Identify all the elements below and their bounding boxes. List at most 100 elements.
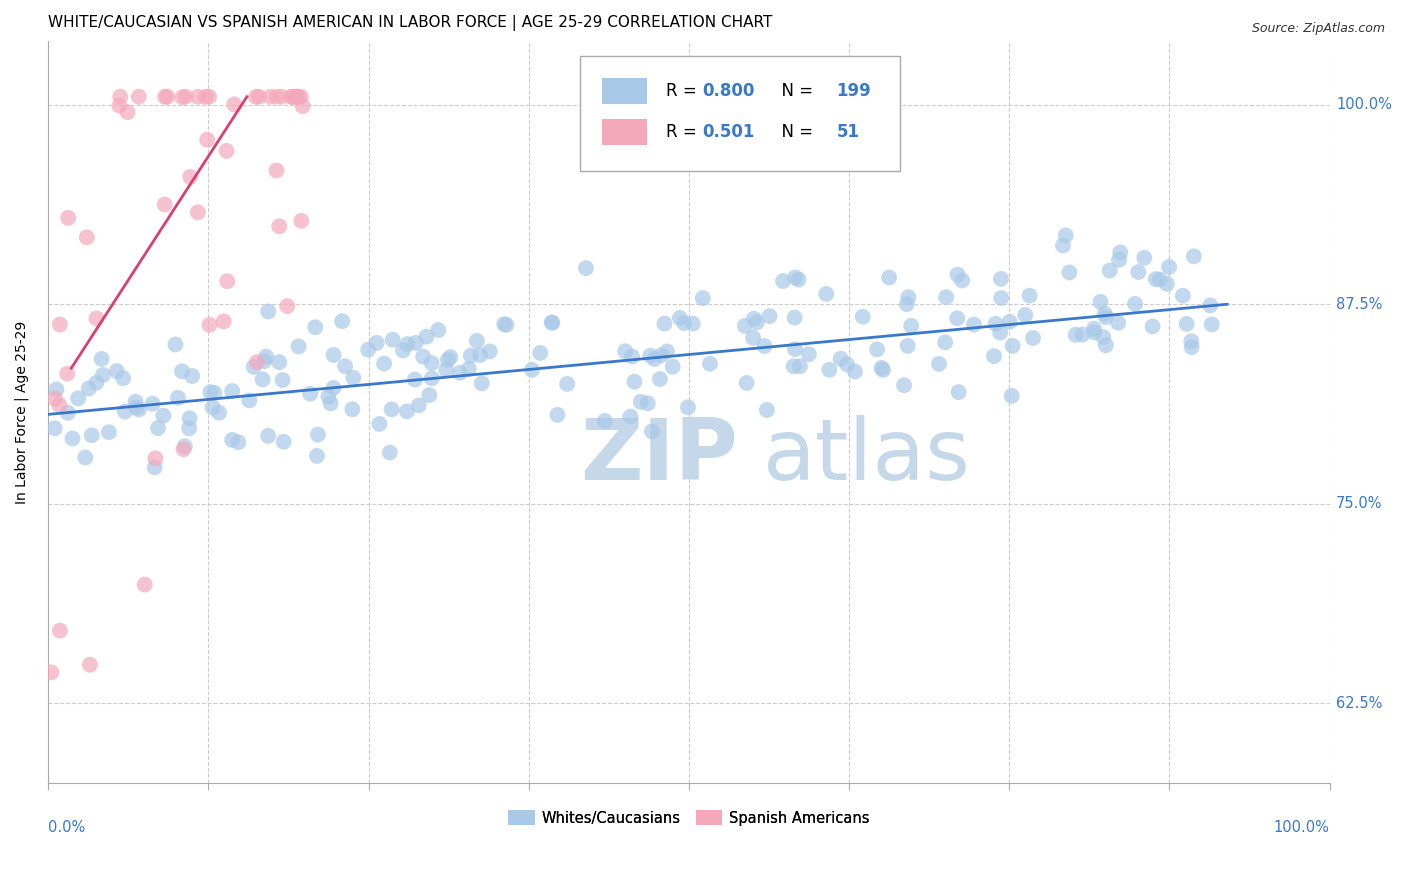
Point [290, 214, 312, 228]
Point [195, 133, 218, 147]
Point [179, 411, 201, 425]
Point [366, 335, 388, 350]
Point [125, 401, 148, 415]
Point [742, 331, 765, 345]
Point [900, 318, 922, 333]
Point [555, 376, 578, 391]
Point [97, 425, 120, 440]
Point [254, 350, 277, 364]
Point [619, 409, 641, 424]
Point [395, 404, 418, 418]
Point [872, 363, 894, 377]
Text: WHITE/CAUCASIAN VS SPANISH AMERICAN IN LABOR FORCE | AGE 25-29 CORRELATION CHART: WHITE/CAUCASIAN VS SPANISH AMERICAN IN L… [48, 15, 773, 31]
Point [415, 330, 437, 344]
Point [1095, 338, 1118, 352]
Text: 199: 199 [837, 81, 872, 100]
Point [540, 315, 562, 329]
Point [897, 339, 920, 353]
Point [290, 89, 312, 103]
Point [1182, 249, 1205, 263]
Point [541, 316, 564, 330]
Point [271, 373, 294, 387]
Point [145, 451, 167, 466]
Point [742, 311, 765, 326]
Point [830, 351, 852, 366]
Point [988, 326, 1011, 340]
Point [1090, 294, 1112, 309]
Point [673, 316, 696, 330]
Point [782, 359, 804, 374]
Point [117, 105, 139, 120]
Point [1107, 316, 1129, 330]
Point [143, 460, 166, 475]
Text: ZIP: ZIP [581, 415, 738, 498]
Point [990, 291, 1012, 305]
Point [1175, 317, 1198, 331]
Text: 75.0%: 75.0% [1336, 496, 1382, 511]
Point [1094, 307, 1116, 321]
Text: 62.5%: 62.5% [1336, 696, 1382, 711]
Point [281, 89, 304, 103]
Point [1095, 310, 1118, 325]
Point [699, 357, 721, 371]
Point [299, 386, 322, 401]
Point [224, 97, 246, 112]
Point [692, 291, 714, 305]
Point [269, 219, 291, 234]
Text: N =: N = [770, 123, 818, 141]
Point [187, 205, 209, 219]
Point [460, 349, 482, 363]
Point [112, 371, 135, 385]
Point [1018, 288, 1040, 302]
Point [896, 297, 918, 311]
Point [963, 318, 986, 332]
Point [650, 348, 672, 362]
Point [396, 337, 419, 351]
Point [114, 404, 136, 418]
Point [787, 272, 810, 286]
Text: Source: ZipAtlas.com: Source: ZipAtlas.com [1251, 22, 1385, 36]
Point [1156, 277, 1178, 291]
Point [174, 89, 197, 103]
Point [1001, 339, 1024, 353]
Point [77, 381, 100, 395]
Point [1133, 251, 1156, 265]
Point [494, 317, 516, 331]
Point [128, 402, 150, 417]
Point [835, 357, 858, 371]
Point [152, 409, 174, 423]
Point [110, 89, 132, 103]
Point [614, 344, 637, 359]
Point [1092, 330, 1115, 344]
Point [1071, 327, 1094, 342]
Point [269, 355, 291, 369]
Point [420, 371, 443, 385]
Point [935, 290, 957, 304]
Point [593, 414, 616, 428]
Point [434, 363, 457, 377]
Text: N =: N = [770, 81, 818, 100]
Point [471, 376, 494, 391]
Point [420, 356, 443, 370]
Point [392, 343, 415, 358]
Point [56, 406, 79, 420]
Point [418, 388, 440, 402]
Point [529, 346, 551, 360]
Point [179, 169, 201, 184]
Point [745, 315, 768, 329]
Point [41, 665, 63, 680]
Y-axis label: In Labor Force | Age 25-29: In Labor Force | Age 25-29 [15, 320, 30, 504]
Point [1149, 272, 1171, 286]
Point [630, 395, 652, 409]
Point [669, 310, 692, 325]
Point [381, 333, 404, 347]
Point [198, 89, 221, 103]
Point [194, 89, 217, 103]
Point [1109, 245, 1132, 260]
Point [439, 350, 461, 364]
Point [287, 89, 309, 103]
Point [246, 355, 269, 369]
Point [307, 427, 329, 442]
Point [1199, 298, 1222, 312]
Bar [602, 120, 647, 145]
